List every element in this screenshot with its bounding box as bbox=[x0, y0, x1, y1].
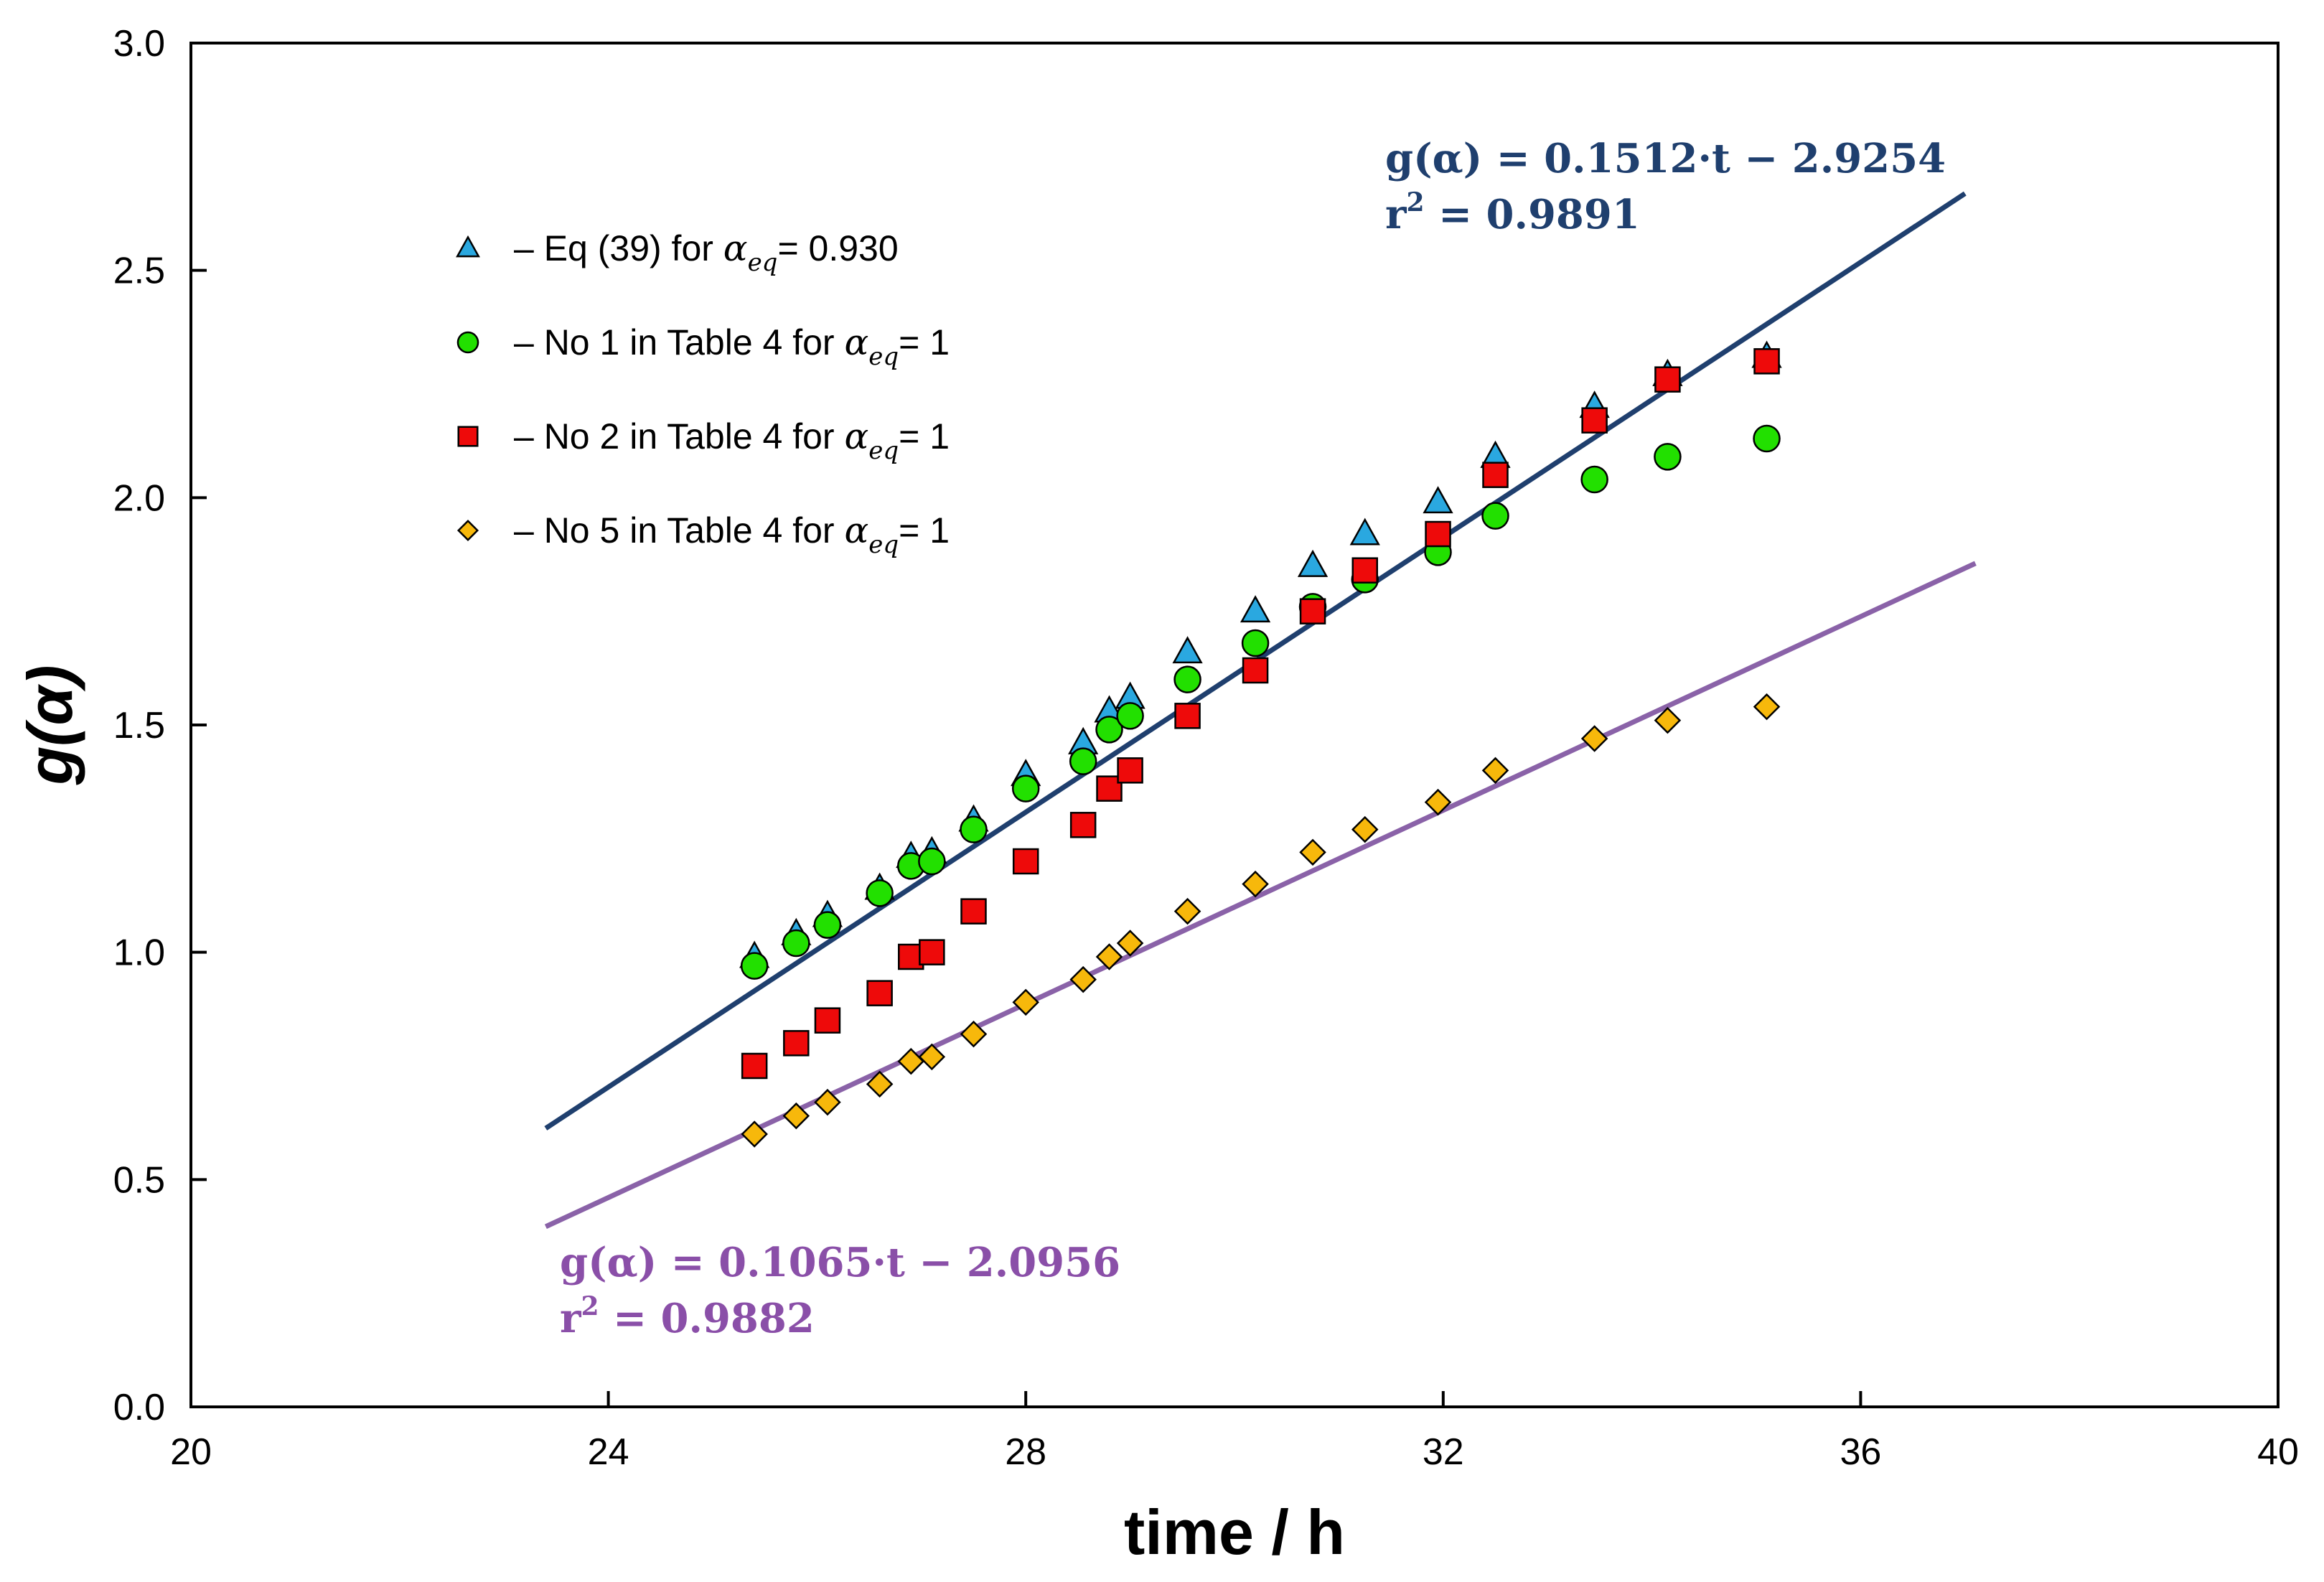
no1-point bbox=[813, 911, 842, 939]
no5-point bbox=[1654, 706, 1682, 734]
no5-point bbox=[1242, 870, 1269, 898]
no2-point bbox=[1753, 348, 1780, 375]
no2-point bbox=[866, 980, 893, 1006]
no2-point bbox=[1242, 657, 1269, 684]
no1-point bbox=[740, 952, 769, 980]
x-tick-label: 40 bbox=[2257, 1431, 2299, 1473]
y-tick-label: 2.5 bbox=[113, 251, 165, 292]
eq39-point bbox=[1240, 595, 1271, 623]
no5-point bbox=[1351, 815, 1379, 843]
no1-point bbox=[1481, 502, 1509, 530]
no1-point bbox=[1095, 716, 1123, 744]
no5-point bbox=[1012, 988, 1039, 1016]
y-tick-label: 0.5 bbox=[113, 1159, 165, 1201]
no1-point bbox=[1173, 665, 1201, 693]
y-axis-title: g(α) bbox=[14, 665, 85, 786]
eq39-point bbox=[1172, 636, 1203, 664]
no5-point bbox=[866, 1070, 894, 1098]
plot-area bbox=[189, 42, 2280, 1408]
no2-point bbox=[1581, 407, 1608, 434]
no1-point bbox=[782, 929, 810, 958]
no5-point bbox=[1424, 788, 1452, 816]
no5-point bbox=[1116, 930, 1144, 957]
eq39-point bbox=[1297, 549, 1329, 577]
legend-marker-eq39 bbox=[456, 235, 480, 258]
no2-point bbox=[741, 1052, 768, 1080]
eq39-point bbox=[1349, 518, 1380, 546]
no1-point bbox=[1654, 443, 1682, 471]
no1-point bbox=[866, 879, 894, 907]
no5-point bbox=[1580, 725, 1608, 752]
no5-point bbox=[918, 1043, 946, 1071]
no1-point bbox=[918, 847, 946, 876]
data-points bbox=[739, 340, 1782, 1148]
no2-point bbox=[783, 1030, 810, 1057]
y-axis-ticks: 0.0 0.5 1.0 1.5 2.0 2.5 3.0 bbox=[113, 23, 207, 1428]
x-tick-label: 24 bbox=[588, 1431, 629, 1473]
no2-point bbox=[1654, 366, 1681, 393]
fit-r2-upper: r2 = 0.9891 bbox=[1385, 187, 1640, 238]
no5-point bbox=[1173, 897, 1201, 925]
no5-point bbox=[741, 1120, 768, 1148]
no1-point bbox=[1069, 747, 1097, 775]
no2-point bbox=[1351, 557, 1378, 584]
legend-marker-no1 bbox=[456, 331, 479, 354]
fit-r2-lower: r2 = 0.9882 bbox=[560, 1291, 815, 1342]
no1-point bbox=[1241, 629, 1270, 657]
y-tick-label: 3.0 bbox=[113, 23, 165, 65]
no2-point bbox=[960, 898, 987, 925]
legend-label-no2: – No 2 in Table 4 for αeq= 1 bbox=[514, 416, 950, 465]
no2-point bbox=[1012, 848, 1039, 875]
no2-point bbox=[1117, 757, 1143, 784]
no2-point bbox=[1299, 598, 1326, 624]
x-tick-label: 20 bbox=[170, 1431, 212, 1473]
eq39-point bbox=[1423, 486, 1453, 514]
fit-equation-upper-text: g(α) = 0.1512·t − 2.9254 bbox=[1385, 135, 1946, 182]
no5-point bbox=[782, 1102, 810, 1130]
no1-point bbox=[1580, 465, 1608, 494]
fit-equation-lower-text: g(α) = 0.1065·t − 2.0956 bbox=[560, 1239, 1120, 1286]
series-no5 bbox=[741, 693, 1781, 1148]
no5-point bbox=[1069, 965, 1097, 993]
no2-point bbox=[1069, 812, 1097, 838]
no2-point bbox=[1174, 703, 1201, 729]
x-axis-title: time / h bbox=[1124, 1497, 1345, 1568]
legend-marker-no2 bbox=[457, 426, 479, 447]
no5-point bbox=[1095, 943, 1123, 970]
legend-item-eq39: – Eq (39) for αeq= 0.930 bbox=[456, 228, 899, 277]
fit-equation-lower: g(α) = 0.1065·t − 2.0956 r2 = 0.9882 bbox=[560, 1239, 1120, 1342]
no2-point bbox=[919, 939, 945, 965]
legend: – Eq (39) for αeq= 0.930 – No 1 in Table … bbox=[456, 228, 950, 559]
no2-point bbox=[1425, 520, 1451, 548]
legend-label-eq39: – Eq (39) for αeq= 0.930 bbox=[514, 228, 899, 277]
y-tick-label: 0.0 bbox=[113, 1387, 165, 1428]
no5-point bbox=[1753, 693, 1781, 721]
legend-item-no2: – No 2 in Table 4 for αeq= 1 bbox=[457, 416, 950, 465]
no1-point bbox=[1116, 702, 1144, 730]
no1-point bbox=[960, 815, 988, 843]
series-no2 bbox=[741, 348, 1780, 1080]
y-tick-label: 2.0 bbox=[113, 477, 165, 519]
x-tick-label: 28 bbox=[1005, 1431, 1046, 1473]
no2-point bbox=[1482, 462, 1509, 488]
no5-point bbox=[960, 1020, 988, 1048]
y-tick-label: 1.5 bbox=[113, 705, 165, 746]
x-tick-label: 36 bbox=[1840, 1431, 1881, 1473]
legend-item-no5: – No 5 in Table 4 for αeq= 1 bbox=[456, 510, 950, 559]
y-tick-label: 1.0 bbox=[113, 932, 165, 974]
no5-point bbox=[814, 1088, 841, 1116]
legend-item-no1: – No 1 in Table 4 for αeq= 1 bbox=[456, 322, 950, 371]
no5-point bbox=[1299, 838, 1326, 866]
x-tick-label: 32 bbox=[1423, 1431, 1464, 1473]
legend-label-no5: – No 5 in Table 4 for αeq= 1 bbox=[514, 510, 950, 559]
fit-equation-upper: g(α) = 0.1512·t − 2.9254 r2 = 0.9891 bbox=[1385, 135, 1946, 238]
no5-point bbox=[1481, 757, 1509, 785]
legend-marker-no5 bbox=[456, 519, 479, 542]
x-axis-ticks: 20 24 28 32 36 40 bbox=[170, 1391, 2299, 1473]
legend-label-no1: – No 1 in Table 4 for αeq= 1 bbox=[514, 322, 950, 371]
no1-point bbox=[1753, 424, 1781, 453]
no1-point bbox=[1011, 774, 1040, 802]
no2-point bbox=[814, 1007, 841, 1034]
